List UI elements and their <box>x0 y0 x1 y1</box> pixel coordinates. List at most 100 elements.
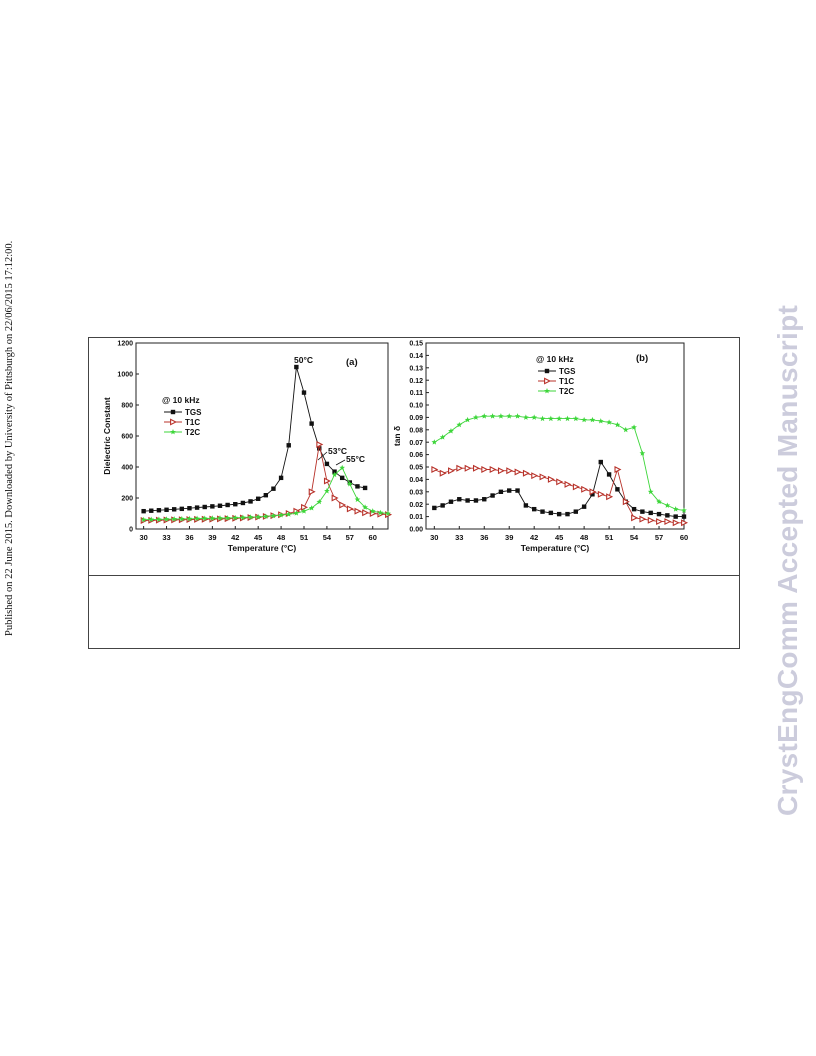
data-point <box>293 510 300 516</box>
data-point <box>332 469 337 474</box>
data-point <box>473 498 479 503</box>
legend-marker <box>544 377 552 385</box>
data-point <box>456 421 463 428</box>
data-point <box>210 504 215 509</box>
data-point <box>523 503 529 508</box>
legend-marker <box>544 388 550 394</box>
caption-divider <box>88 575 740 576</box>
y-tick-label: 0.12 <box>409 378 423 385</box>
data-point <box>647 488 654 495</box>
legend-label-tgs: TGS <box>559 367 576 376</box>
data-point <box>631 424 637 430</box>
series-line-tgs <box>143 366 366 512</box>
data-point <box>309 421 314 426</box>
series-tgs <box>141 364 368 514</box>
data-point <box>514 413 521 419</box>
data-point <box>506 413 513 419</box>
panel-label: (a) <box>346 357 358 368</box>
legend-label-t2c: T2C <box>185 428 200 437</box>
data-point <box>285 511 292 517</box>
data-point <box>539 415 546 422</box>
panel-label: (b) <box>636 353 648 364</box>
x-tick-label: 33 <box>162 533 170 542</box>
y-tick-label: 1200 <box>117 341 133 348</box>
data-point <box>614 421 621 428</box>
data-point <box>564 480 572 488</box>
data-point <box>240 500 246 506</box>
data-point <box>232 514 239 521</box>
y-tick-label: 0.15 <box>409 341 423 348</box>
data-point <box>648 510 653 516</box>
data-point <box>148 516 155 522</box>
x-tick-label: 42 <box>231 533 239 542</box>
data-point <box>540 509 545 514</box>
data-point <box>464 464 472 472</box>
data-point <box>217 503 223 508</box>
data-point <box>656 511 662 517</box>
x-tick-label: 60 <box>680 533 688 542</box>
legend-title: @ 10 kHz <box>536 354 574 364</box>
data-point <box>209 515 216 521</box>
data-point <box>432 505 437 511</box>
data-point <box>255 513 262 520</box>
data-point <box>362 509 370 517</box>
x-tick-label: 57 <box>346 533 354 542</box>
data-point <box>316 498 323 505</box>
peak-annotation: 53°C <box>328 446 347 456</box>
data-point <box>448 499 454 504</box>
chart-tan-delta: 30 33 36 39 42 45 48 51 54 57 60 0.00 0.01 0.02 0.03 0.… <box>392 341 689 553</box>
data-point <box>171 516 178 522</box>
panel-a: 30 33 36 39 42 45 48 51 54 57 60 0 200 400 600 800 1000 1… <box>100 339 396 561</box>
data-point <box>489 465 497 473</box>
data-point <box>240 514 246 520</box>
data-point <box>362 504 368 510</box>
series-t2c <box>431 413 687 513</box>
data-point <box>515 488 520 493</box>
data-point <box>156 516 162 522</box>
annotation-leader <box>335 459 346 466</box>
y-tick-label: 200 <box>121 496 133 503</box>
y-tick-label: 0.05 <box>409 465 423 472</box>
y-axis-label: Dielectric Constant <box>102 397 112 475</box>
x-axis-label: Temperature (°C) <box>521 543 590 553</box>
data-point <box>489 413 496 419</box>
data-point <box>354 496 361 502</box>
data-point <box>339 464 346 471</box>
data-point <box>598 459 603 465</box>
data-point <box>465 498 470 503</box>
data-point <box>564 415 571 422</box>
x-tick-label: 60 <box>369 533 377 542</box>
data-point <box>631 514 639 522</box>
data-point <box>497 467 505 475</box>
data-point <box>606 472 612 477</box>
plot-area <box>135 342 389 530</box>
y-tick-label: 0.04 <box>409 477 423 484</box>
data-point <box>647 516 655 524</box>
panel-b: 30 33 36 39 42 45 48 51 54 57 60 0.00 0.01 0.02 0.03 0.… <box>392 339 692 561</box>
data-point <box>149 508 154 513</box>
data-point <box>606 493 614 501</box>
data-point <box>606 419 612 425</box>
series-line-tgs <box>434 460 684 518</box>
data-point <box>547 475 555 483</box>
data-point <box>431 465 439 473</box>
data-point <box>178 515 185 522</box>
data-point <box>362 485 368 491</box>
data-point <box>681 519 689 527</box>
data-point <box>581 485 589 493</box>
data-point <box>355 484 360 489</box>
y-tick-label: 0.14 <box>409 353 423 360</box>
data-point <box>498 489 504 494</box>
data-point <box>248 499 253 504</box>
x-tick-label: 57 <box>655 533 663 542</box>
data-point <box>141 508 146 514</box>
data-point <box>140 516 147 523</box>
legend-marker <box>544 368 550 374</box>
x-tick-label: 30 <box>139 533 147 542</box>
data-point <box>323 477 331 485</box>
y-tick-label: 400 <box>121 465 133 472</box>
data-point <box>308 488 316 496</box>
data-point <box>440 503 445 508</box>
data-point <box>217 515 223 521</box>
